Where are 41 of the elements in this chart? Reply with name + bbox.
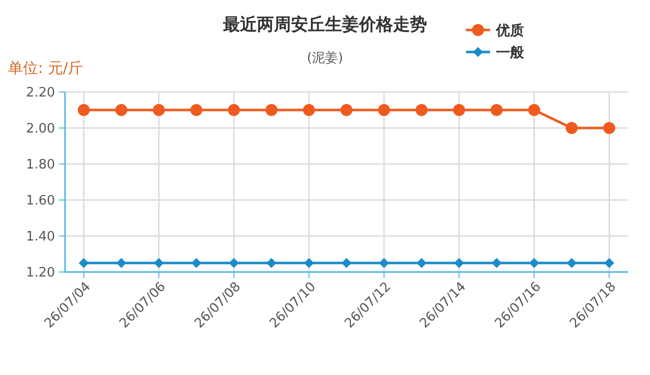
point	[116, 258, 126, 268]
point	[604, 258, 614, 268]
point	[378, 104, 390, 116]
y-tick-label: 1.60	[26, 194, 55, 209]
chart-title: 最近两周安丘生姜价格走势	[222, 14, 427, 35]
y-axis-title: 单位: 元/斤	[8, 59, 83, 77]
point	[115, 104, 128, 116]
point	[416, 258, 427, 268]
point	[340, 104, 352, 116]
y-tick-label: 2.00	[26, 122, 55, 137]
y-tick-label: 2.20	[26, 86, 55, 101]
point	[529, 258, 540, 268]
chart-subtitle: (泥姜)	[306, 50, 344, 66]
legend-label: 一般	[496, 44, 525, 61]
point	[152, 104, 165, 116]
point	[416, 104, 428, 116]
point	[453, 104, 466, 116]
point	[490, 104, 503, 116]
y-tick-label: 1.80	[26, 158, 55, 173]
point	[566, 122, 578, 134]
point	[454, 258, 464, 268]
point	[266, 258, 276, 268]
point	[228, 104, 240, 116]
point	[603, 122, 616, 134]
point	[528, 104, 540, 116]
point	[566, 258, 577, 268]
point	[190, 104, 202, 116]
point	[342, 258, 352, 268]
y-tick-label: 1.40	[26, 230, 55, 245]
point	[304, 258, 314, 268]
point	[228, 258, 239, 268]
point	[78, 258, 89, 268]
point	[265, 104, 278, 116]
legend-label: 优质	[495, 22, 524, 39]
y-tick-label: 1.20	[26, 266, 55, 281]
point	[154, 258, 164, 268]
point	[78, 104, 90, 116]
point	[379, 258, 390, 268]
point	[492, 258, 502, 268]
point	[191, 258, 202, 268]
point	[302, 104, 315, 116]
